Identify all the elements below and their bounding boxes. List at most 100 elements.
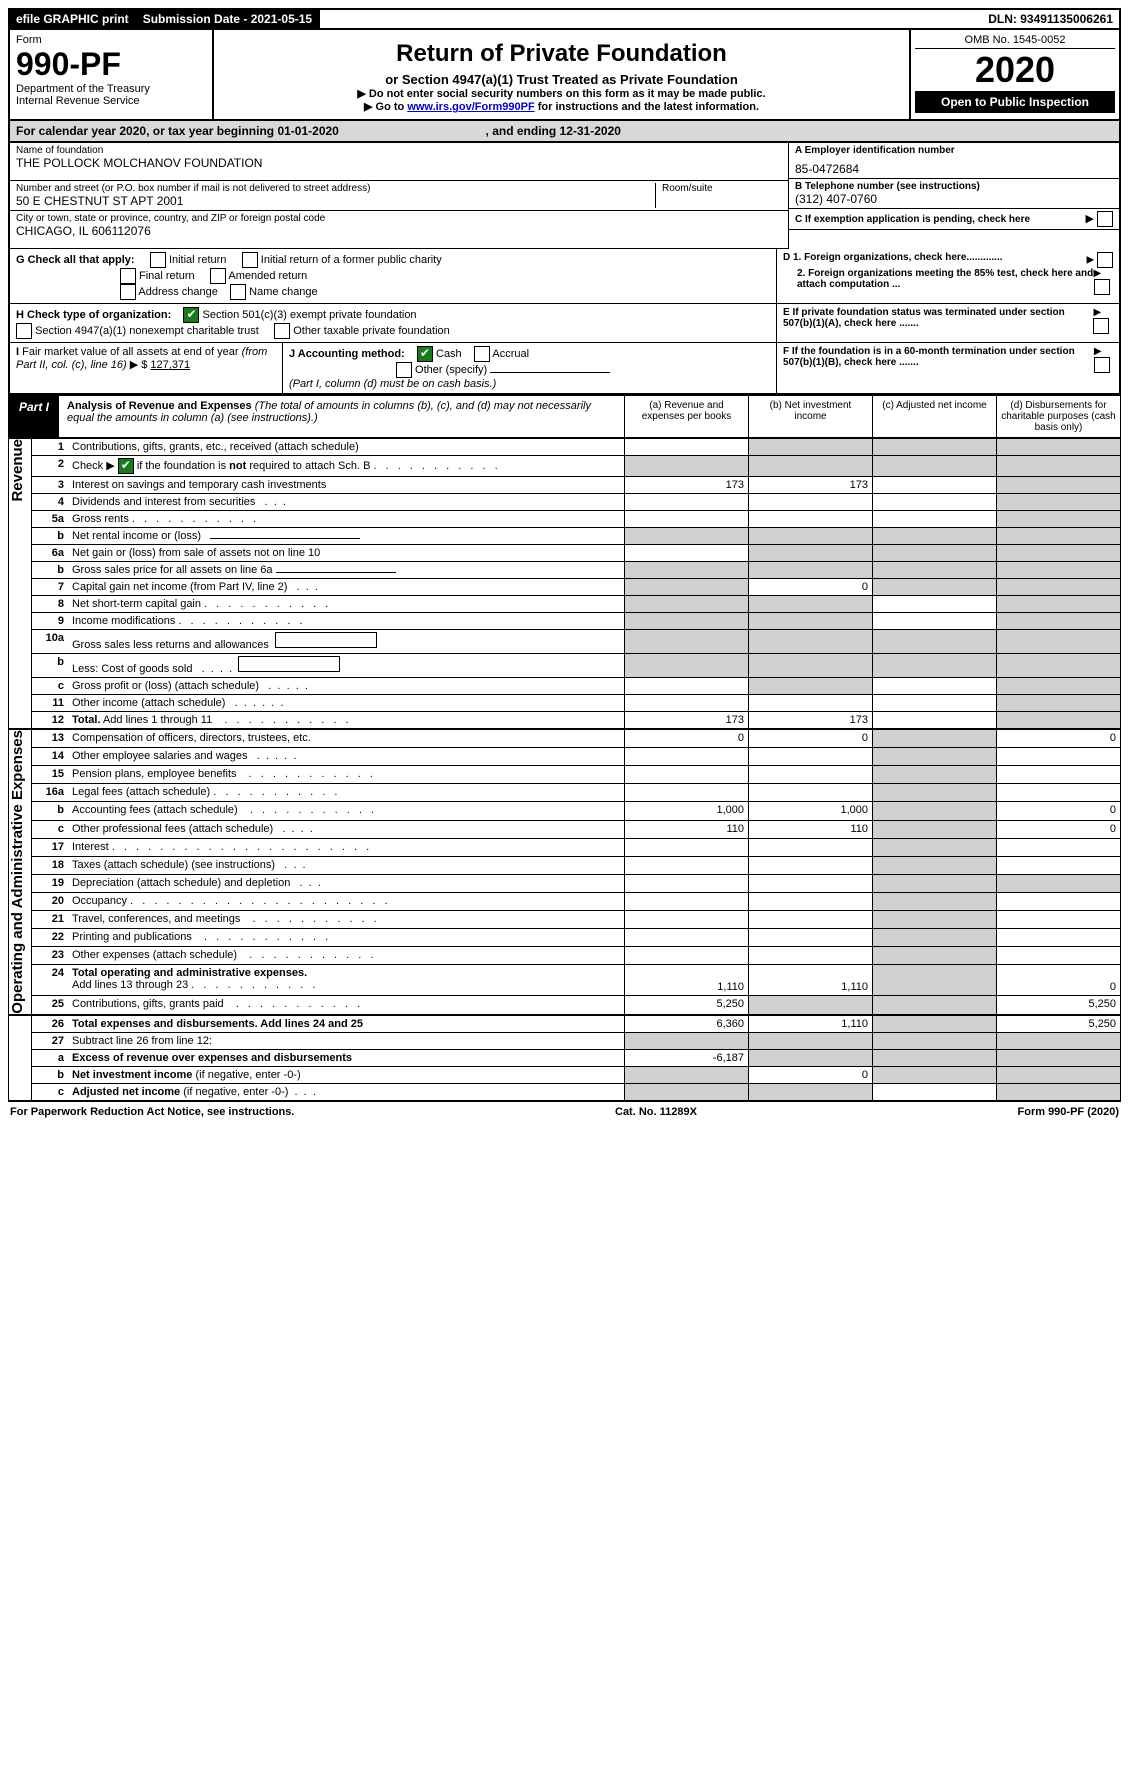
footer-right: Form 990-PF (2020) xyxy=(1018,1106,1120,1118)
part1-table: Revenue 1Contributions, gifts, grants, e… xyxy=(8,438,1121,1102)
info-grid: Name of foundation THE POLLOCK MOLCHANOV… xyxy=(8,143,1121,249)
row-18: Taxes (attach schedule) (see instruction… xyxy=(68,856,625,874)
row-27a: Excess of revenue over expenses and disb… xyxy=(68,1049,625,1066)
calendar-row: For calendar year 2020, or tax year begi… xyxy=(8,121,1121,143)
col-b-head: (b) Net investment income xyxy=(748,396,872,437)
e-checkbox[interactable] xyxy=(1093,318,1109,334)
j-o3: Other (specify) xyxy=(415,364,487,376)
row-16a: Legal fees (attach schedule) xyxy=(68,784,625,802)
addr-label: Number and street (or P.O. box number if… xyxy=(16,183,655,194)
row-22: Printing and publications xyxy=(68,929,625,947)
j-other-checkbox[interactable] xyxy=(396,362,412,378)
g-initial-former-checkbox[interactable] xyxy=(242,252,258,268)
row-8: Net short-term capital gain xyxy=(68,596,625,613)
row-13: Compensation of officers, directors, tru… xyxy=(68,729,625,748)
v12b: 173 xyxy=(749,712,873,730)
top-bar: efile GRAPHIC print Submission Date - 20… xyxy=(8,8,1121,30)
f-row: F If the foundation is in a 60-month ter… xyxy=(777,343,1119,393)
c-checkbox[interactable] xyxy=(1097,211,1113,227)
header-right: OMB No. 1545-0052 2020 Open to Public In… xyxy=(909,30,1119,119)
j-note: (Part I, column (d) must be on cash basi… xyxy=(289,378,496,390)
g-final-checkbox[interactable] xyxy=(120,268,136,284)
row-17: Interest xyxy=(68,838,625,856)
row-23: Other expenses (attach schedule) xyxy=(68,947,625,965)
h-o1: Section 501(c)(3) exempt private foundat… xyxy=(203,309,417,321)
v3b: 173 xyxy=(749,477,873,494)
f-label: F If the foundation is in a 60-month ter… xyxy=(783,346,1094,390)
ein-label: A Employer identification number xyxy=(795,145,1113,156)
g-o4: Amended return xyxy=(228,270,307,282)
col-d-head: (d) Disbursements for charitable purpose… xyxy=(996,396,1120,437)
d1-checkbox[interactable] xyxy=(1097,252,1113,268)
foundation-name: THE POLLOCK MOLCHANOV FOUNDATION xyxy=(16,156,782,170)
f-checkbox[interactable] xyxy=(1094,357,1110,373)
footer-left: For Paperwork Reduction Act Notice, see … xyxy=(10,1106,294,1118)
g-o6: Name change xyxy=(249,286,318,298)
v25d: 5,250 xyxy=(997,996,1121,1015)
note-2: ▶ Go to www.irs.gov/Form990PF for instru… xyxy=(220,100,903,113)
j-accrual-checkbox[interactable] xyxy=(474,346,490,362)
cal-end: 12-31-2020 xyxy=(560,124,621,138)
irs-link[interactable]: www.irs.gov/Form990PF xyxy=(407,101,534,113)
c-label: C If exemption application is pending, c… xyxy=(795,214,1030,225)
row-16b: Accounting fees (attach schedule) xyxy=(68,802,625,820)
form-label: Form xyxy=(16,34,206,46)
v27aa: -6,187 xyxy=(625,1049,749,1066)
row-3: Interest on savings and temporary cash i… xyxy=(68,477,625,494)
foundation-city: CHICAGO, IL 606112076 xyxy=(16,224,782,238)
part1-tab: Part I xyxy=(9,396,59,437)
row-10b: Less: Cost of goods sold . . . . xyxy=(68,654,625,678)
submission-date: Submission Date - 2021-05-15 xyxy=(137,10,320,28)
cal-pre: For calendar year 2020, or tax year begi… xyxy=(16,124,277,138)
row-21: Travel, conferences, and meetings xyxy=(68,911,625,929)
dln: DLN: 93491135006261 xyxy=(982,10,1119,28)
g-name-checkbox[interactable] xyxy=(230,284,246,300)
g-initial-checkbox[interactable] xyxy=(150,252,166,268)
row-12: Total. Add lines 1 through 11 xyxy=(68,712,625,730)
v3a: 173 xyxy=(625,477,749,494)
note-1: ▶ Do not enter social security numbers o… xyxy=(220,87,903,100)
row-4: Dividends and interest from securities .… xyxy=(68,494,625,511)
j-o1: Cash xyxy=(436,348,462,360)
row-7: Capital gain net income (from Part IV, l… xyxy=(68,579,625,596)
phone-value: (312) 407-0760 xyxy=(795,192,1113,206)
d2-checkbox[interactable] xyxy=(1094,279,1110,295)
v26a: 6,360 xyxy=(625,1015,749,1033)
form-number: 990-PF xyxy=(16,46,206,83)
note2-post: for instructions and the latest informat… xyxy=(535,101,759,113)
ein-cell: A Employer identification number 85-0472… xyxy=(789,143,1119,179)
schb-checkbox[interactable]: ✔ xyxy=(118,458,134,474)
row-20: Occupancy xyxy=(68,893,625,911)
row-g-d: G Check all that apply: Initial return I… xyxy=(8,249,1121,304)
g-amended-checkbox[interactable] xyxy=(210,268,226,284)
row-26: Total expenses and disbursements. Add li… xyxy=(68,1015,625,1033)
i-value: 127,371 xyxy=(150,359,190,371)
dept-line2: Internal Revenue Service xyxy=(16,95,206,107)
h-o2: Section 4947(a)(1) nonexempt charitable … xyxy=(35,325,259,337)
h-4947-checkbox[interactable] xyxy=(16,323,32,339)
j-label: J Accounting method: xyxy=(289,348,405,360)
d2-row: 2. Foreign organizations meeting the 85%… xyxy=(783,268,1113,295)
j-cash-checkbox[interactable]: ✔ xyxy=(417,346,433,362)
v16bd: 0 xyxy=(997,802,1121,820)
tax-year: 2020 xyxy=(915,49,1115,91)
e-label: E If private foundation status was termi… xyxy=(783,307,1093,339)
row-1: Contributions, gifts, grants, etc., rece… xyxy=(68,439,625,456)
h-o3: Other taxable private foundation xyxy=(293,325,450,337)
row-6a: Net gain or (loss) from sale of assets n… xyxy=(68,545,625,562)
h-other-checkbox[interactable] xyxy=(274,323,290,339)
name-label: Name of foundation xyxy=(16,145,782,156)
d1-label: D 1. Foreign organizations, check here..… xyxy=(783,252,1003,268)
g-address-checkbox[interactable] xyxy=(120,284,136,300)
v24a: 1,110 xyxy=(625,965,749,996)
part1-title: Analysis of Revenue and Expenses xyxy=(67,400,252,412)
d2-label: 2. Foreign organizations meeting the 85%… xyxy=(797,268,1094,295)
v7b: 0 xyxy=(749,579,873,596)
row-9: Income modifications xyxy=(68,613,625,630)
row-27b: Net investment income (if negative, ente… xyxy=(68,1066,625,1083)
e-row: E If private foundation status was termi… xyxy=(776,304,1119,342)
v16ca: 110 xyxy=(625,820,749,838)
row-6b: Gross sales price for all assets on line… xyxy=(68,562,625,579)
row-2: Check ▶ ✔ if the foundation is not requi… xyxy=(68,456,625,477)
h-501c3-checkbox[interactable]: ✔ xyxy=(183,307,199,323)
